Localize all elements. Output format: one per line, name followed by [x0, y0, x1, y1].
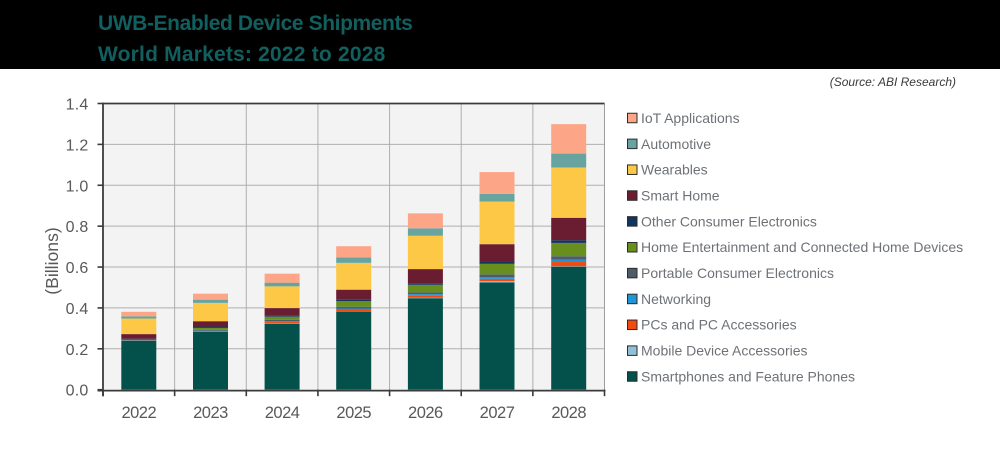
svg-text:Portable Consumer Electronics: Portable Consumer Electronics [641, 265, 834, 281]
svg-text:1.0: 1.0 [66, 178, 89, 195]
svg-text:1.4: 1.4 [66, 97, 89, 114]
svg-text:2025: 2025 [336, 404, 371, 422]
svg-text:Smartphones and Feature Phones: Smartphones and Feature Phones [641, 368, 855, 384]
svg-text:2027: 2027 [480, 404, 515, 422]
svg-text:2022: 2022 [121, 404, 156, 422]
svg-text:Wearables: Wearables [641, 162, 708, 178]
svg-text:Mobile Device Accessories: Mobile Device Accessories [641, 343, 808, 359]
svg-text:Home Entertainment and Connect: Home Entertainment and Connected Home De… [641, 239, 963, 255]
svg-text:1.2: 1.2 [66, 137, 89, 154]
svg-text:2026: 2026 [408, 404, 443, 422]
svg-text:0.0: 0.0 [66, 383, 89, 400]
svg-text:Other Consumer Electronics: Other Consumer Electronics [641, 213, 817, 229]
svg-text:Smart Home: Smart Home [641, 187, 720, 203]
svg-text:0.4: 0.4 [66, 301, 89, 318]
svg-text:Networking: Networking [641, 291, 711, 307]
svg-text:IoT Applications: IoT Applications [641, 110, 740, 126]
svg-text:PCs and PC Accessories: PCs and PC Accessories [641, 317, 797, 333]
svg-text:0.6: 0.6 [66, 260, 89, 277]
svg-text:0.8: 0.8 [66, 219, 89, 236]
svg-text:0.2: 0.2 [66, 342, 89, 359]
svg-text:2023: 2023 [193, 404, 228, 422]
svg-text:Automotive: Automotive [641, 136, 711, 152]
svg-text:2024: 2024 [265, 404, 300, 422]
svg-text:2028: 2028 [551, 404, 586, 422]
